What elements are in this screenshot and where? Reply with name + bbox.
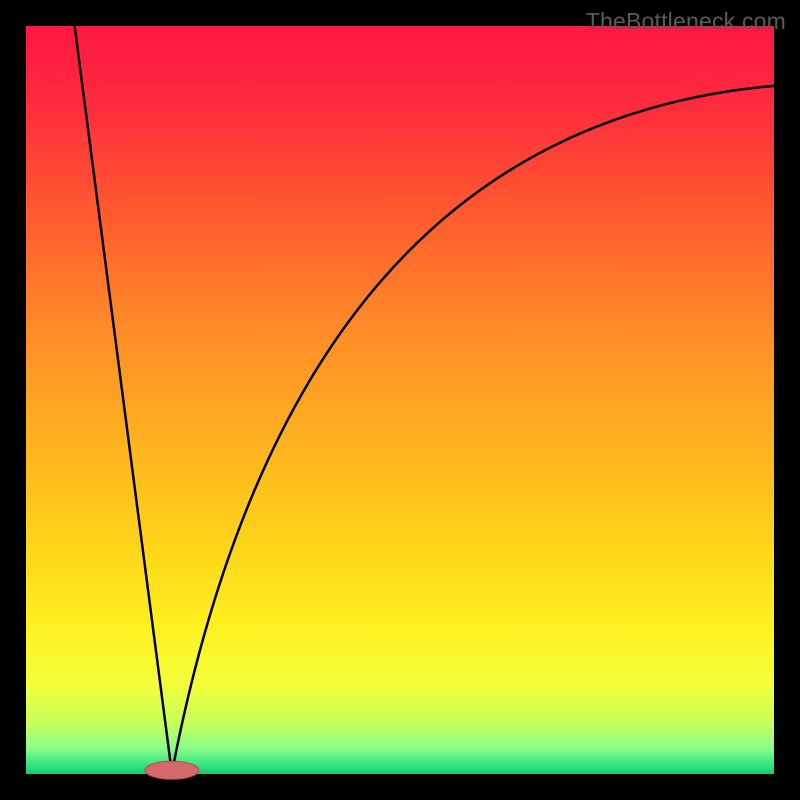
chart-background	[26, 26, 774, 774]
bottleneck-chart: TheBottleneck.com	[0, 0, 800, 800]
watermark-text: TheBottleneck.com	[586, 8, 786, 35]
chart-svg	[0, 0, 800, 800]
optimal-region-marker	[145, 761, 199, 779]
